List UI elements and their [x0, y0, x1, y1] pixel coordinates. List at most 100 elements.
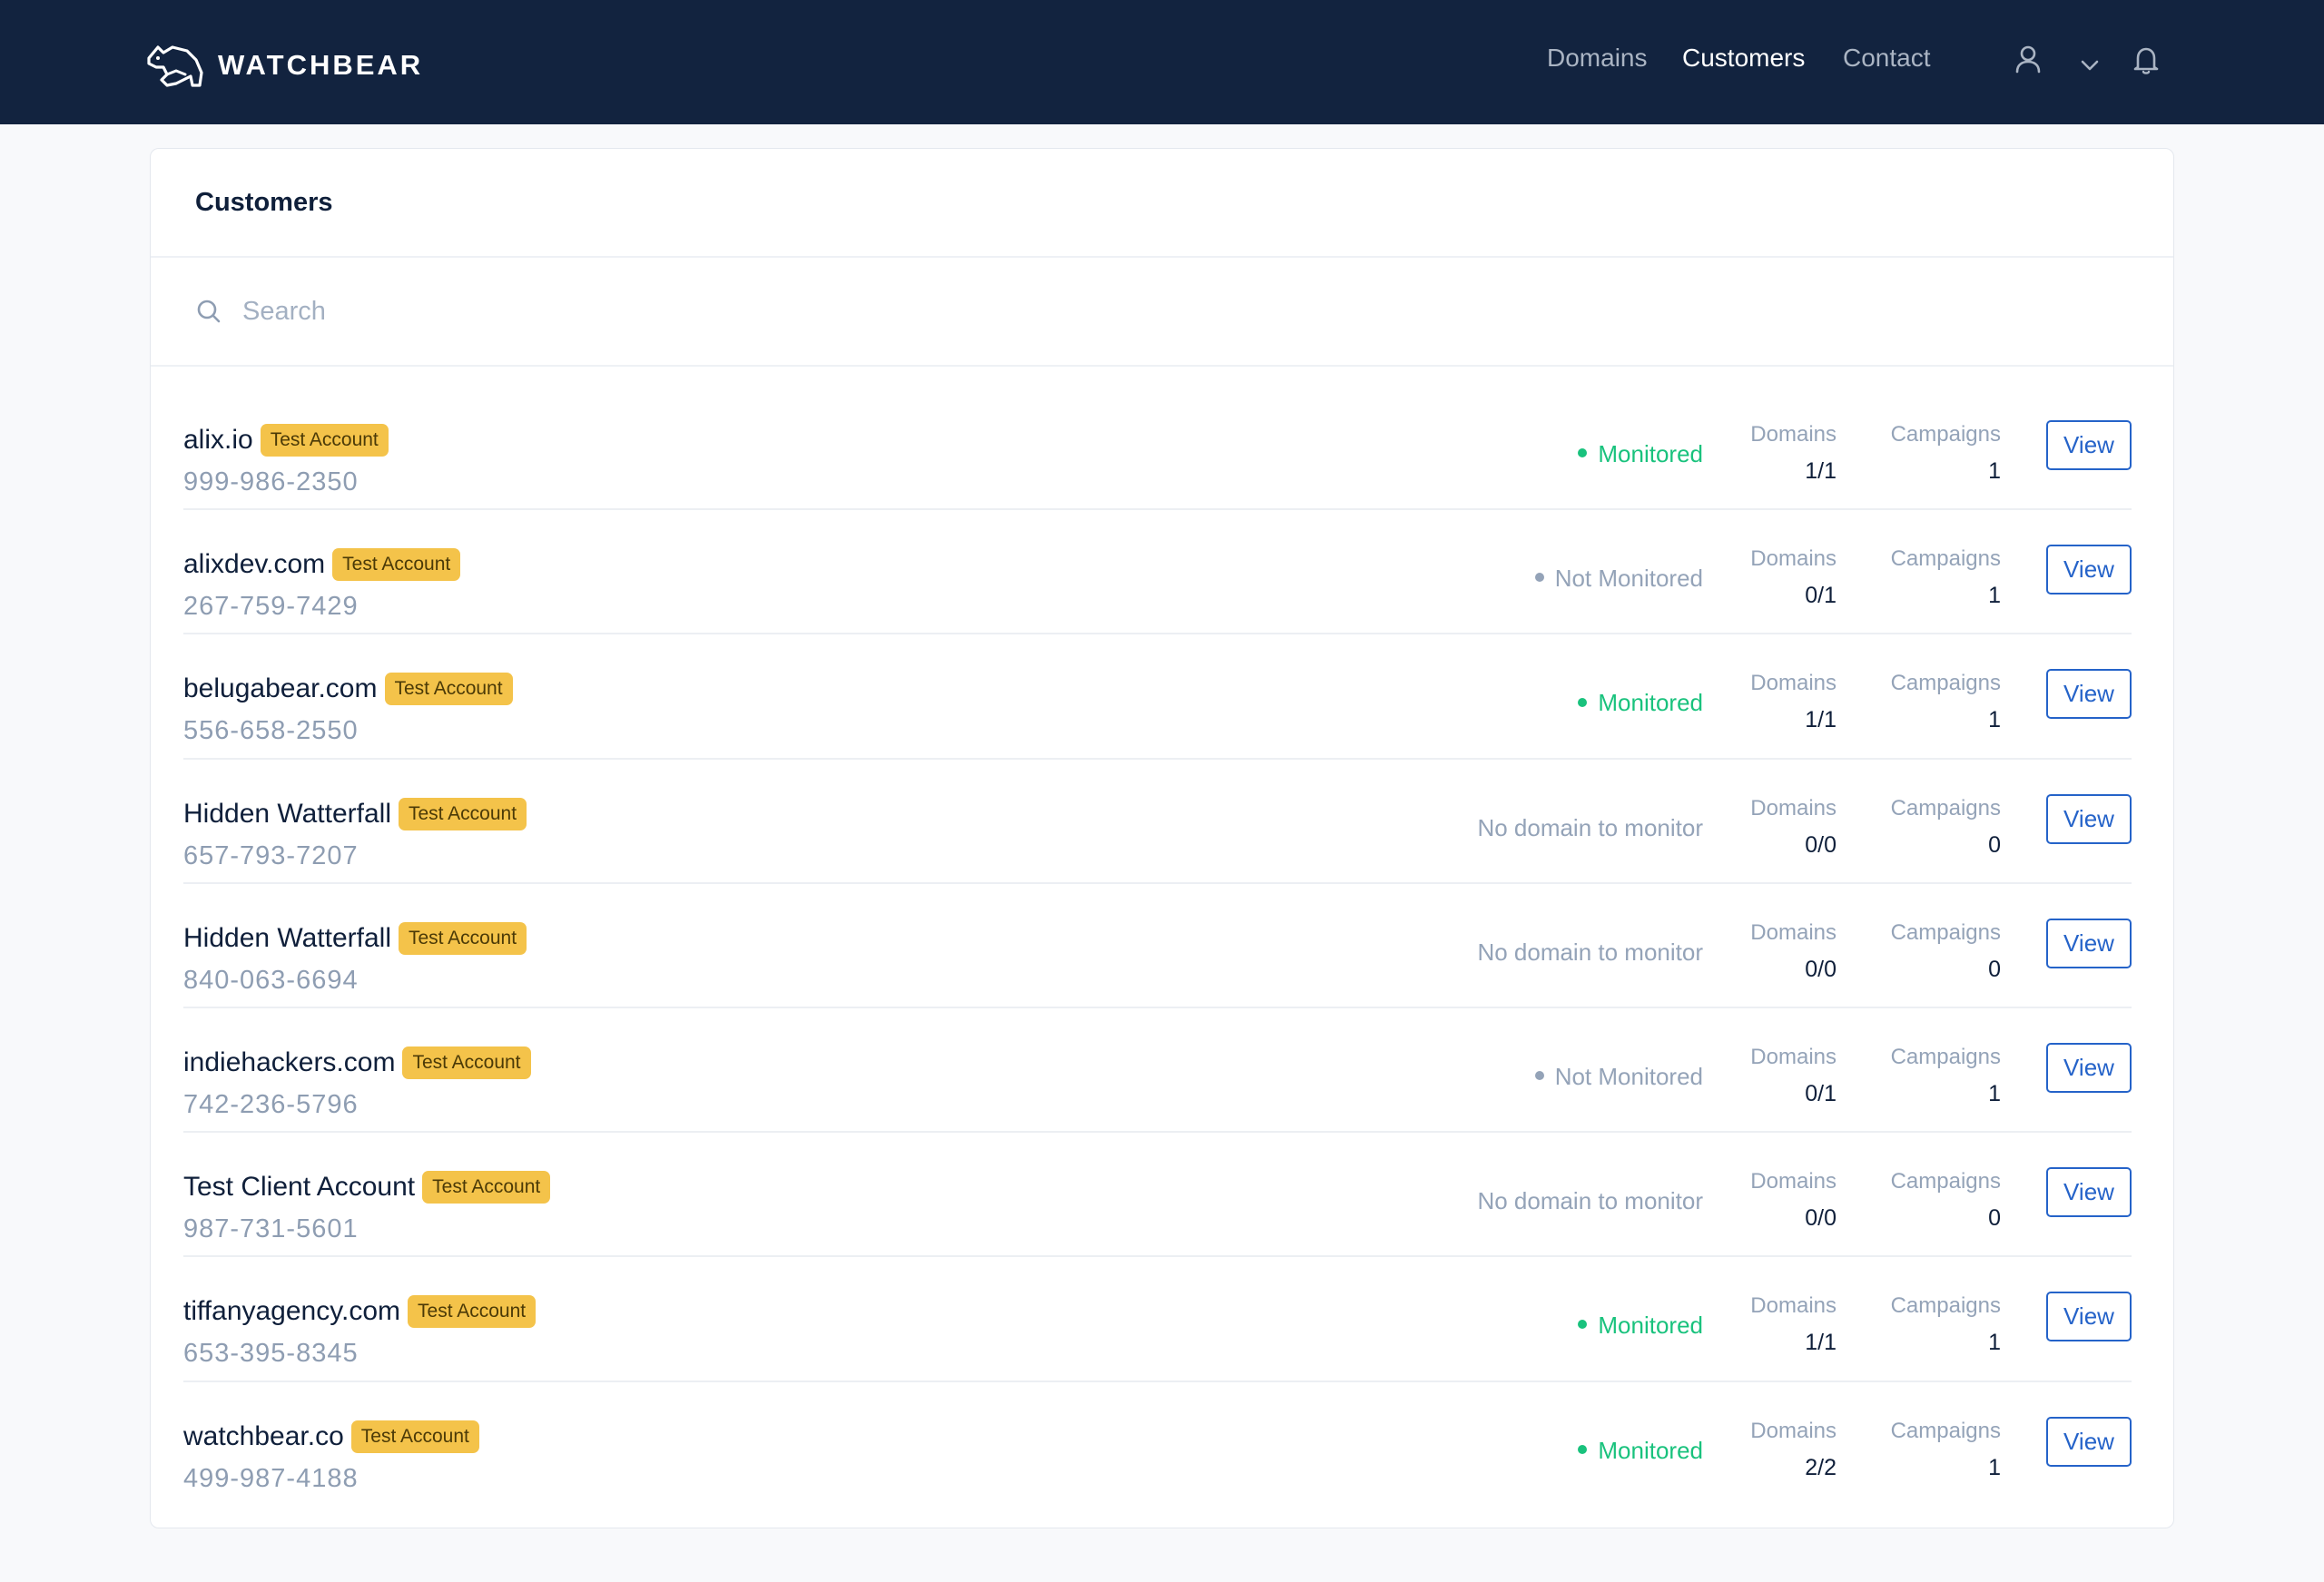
customer-name-group: belugabear.com Test Account	[183, 671, 513, 707]
campaigns-count: 0	[1988, 1205, 2001, 1232]
status-dot-icon	[1534, 1071, 1544, 1081]
customer-phone: 657-793-7207	[183, 840, 359, 870]
view-button[interactable]: View	[2046, 669, 2132, 720]
domains-count: 1/1	[1805, 1330, 1837, 1356]
search-input[interactable]	[242, 296, 787, 327]
customer-phone: 742-236-5796	[183, 1089, 359, 1119]
top-navbar: WATCHBEAR Domains Customers Contact	[0, 0, 2324, 124]
customer-row: tiffanyagency.com Test Account 653-395-8…	[183, 1257, 2132, 1382]
customer-name[interactable]: alixdev.com	[183, 549, 326, 580]
nav-customers[interactable]: Customers	[1682, 44, 1806, 72]
customer-phone: 267-759-7429	[183, 592, 359, 622]
test-account-badge: Test Account	[384, 673, 513, 706]
nav-contact[interactable]: Contact	[1843, 44, 1931, 72]
customer-name[interactable]: watchbear.co	[183, 1420, 344, 1451]
monitoring-status: No domain to monitor	[1477, 814, 1703, 842]
campaigns-count: 1	[1988, 458, 2001, 484]
monitoring-status: Monitored	[1578, 689, 1703, 717]
customer-name[interactable]: tiffanyagency.com	[183, 1296, 401, 1327]
customer-phone: 840-063-6694	[183, 965, 359, 995]
customer-phone: 653-395-8345	[183, 1339, 359, 1369]
campaigns-count: 1	[1988, 707, 2001, 733]
customer-row: alixdev.com Test Account 267-759-7429 No…	[183, 510, 2132, 635]
domains-count: 0/0	[1805, 1205, 1837, 1232]
customer-row: watchbear.co Test Account 499-987-4188 M…	[183, 1382, 2132, 1507]
monitoring-status: No domain to monitor	[1477, 938, 1703, 967]
user-icon[interactable]	[2010, 42, 2046, 78]
domains-count: 0/1	[1805, 1080, 1837, 1106]
campaigns-count: 1	[1988, 1080, 2001, 1106]
customer-name[interactable]: Test Client Account	[183, 1172, 416, 1203]
status-dot-icon	[1534, 573, 1544, 583]
customer-name-group: Test Client Account Test Account	[183, 1169, 551, 1205]
customer-phone: 499-987-4188	[183, 1463, 359, 1493]
status-text: Monitored	[1598, 689, 1703, 717]
customer-name-group: Hidden Watterfall Test Account	[183, 796, 527, 832]
status-dot-icon	[1578, 1444, 1588, 1454]
view-button[interactable]: View	[2046, 1292, 2132, 1342]
chevron-down-icon[interactable]	[2072, 47, 2108, 84]
brand-name: WATCHBEAR	[218, 49, 424, 81]
view-button[interactable]: View	[2046, 420, 2132, 470]
customer-name[interactable]: alix.io	[183, 425, 253, 455]
status-dot-icon	[1578, 697, 1588, 707]
monitoring-status: Monitored	[1578, 1312, 1703, 1340]
monitoring-status: Not Monitored	[1534, 565, 1703, 593]
domains-label: Domains	[1750, 671, 1837, 696]
status-text: Monitored	[1598, 1436, 1703, 1464]
domains-count: 0/0	[1805, 956, 1837, 982]
customer-name[interactable]: Hidden Watterfall	[183, 798, 391, 829]
domains-label: Domains	[1750, 795, 1837, 820]
test-account-badge: Test Account	[350, 1420, 479, 1453]
monitoring-status: Monitored	[1578, 1437, 1703, 1465]
view-button[interactable]: View	[2046, 1416, 2132, 1467]
campaigns-count: 0	[1988, 956, 2001, 982]
campaigns-count: 1	[1988, 1330, 2001, 1356]
customer-name-group: watchbear.co Test Account	[183, 1419, 479, 1455]
domains-label: Domains	[1750, 919, 1837, 945]
test-account-badge: Test Account	[398, 797, 527, 830]
customer-row: alix.io Test Account 999-986-2350 Monito…	[183, 386, 2132, 511]
view-button[interactable]: View	[2046, 1042, 2132, 1093]
brand[interactable]: WATCHBEAR	[145, 40, 423, 91]
customer-row: Test Client Account Test Account 987-731…	[183, 1133, 2132, 1258]
status-text: No domain to monitor	[1477, 1187, 1703, 1215]
domains-label: Domains	[1750, 1418, 1837, 1443]
bell-icon[interactable]	[2128, 42, 2164, 78]
campaigns-label: Campaigns	[1890, 546, 2001, 572]
view-button[interactable]: View	[2046, 918, 2132, 968]
test-account-badge: Test Account	[402, 1046, 531, 1079]
customer-name[interactable]: Hidden Watterfall	[183, 922, 391, 953]
status-text: Monitored	[1598, 440, 1703, 467]
customers-card: Customers alix.io Test Account 999-986-2…	[150, 148, 2174, 1528]
customer-name[interactable]: belugabear.com	[183, 673, 378, 704]
customer-name-group: alixdev.com Test Account	[183, 546, 461, 583]
view-button[interactable]: View	[2046, 1167, 2132, 1218]
test-account-badge: Test Account	[408, 1295, 537, 1329]
page-title: Customers	[195, 187, 333, 217]
status-text: Not Monitored	[1554, 565, 1703, 593]
campaigns-label: Campaigns	[1890, 1044, 2001, 1069]
domains-count: 0/0	[1805, 831, 1837, 858]
domains-label: Domains	[1750, 1169, 1837, 1194]
customer-name[interactable]: indiehackers.com	[183, 1046, 396, 1077]
search-icon	[197, 300, 221, 323]
monitoring-status: Monitored	[1578, 440, 1703, 468]
domains-count: 2/2	[1805, 1454, 1837, 1480]
campaigns-count: 0	[1988, 831, 2001, 858]
status-dot-icon	[1578, 1320, 1588, 1330]
status-text: Monitored	[1598, 1312, 1703, 1340]
domains-count: 1/1	[1805, 458, 1837, 484]
domains-label: Domains	[1750, 546, 1837, 572]
campaigns-label: Campaigns	[1890, 1418, 2001, 1443]
campaigns-label: Campaigns	[1890, 422, 2001, 447]
domains-count: 1/1	[1805, 707, 1837, 733]
monitoring-status: Not Monitored	[1534, 1063, 1703, 1091]
view-button[interactable]: View	[2046, 793, 2132, 844]
view-button[interactable]: View	[2046, 545, 2132, 595]
search-bar	[151, 258, 2173, 367]
campaigns-label: Campaigns	[1890, 671, 2001, 696]
customer-phone: 999-986-2350	[183, 467, 359, 496]
test-account-badge: Test Account	[398, 921, 527, 955]
nav-domains[interactable]: Domains	[1547, 44, 1648, 72]
